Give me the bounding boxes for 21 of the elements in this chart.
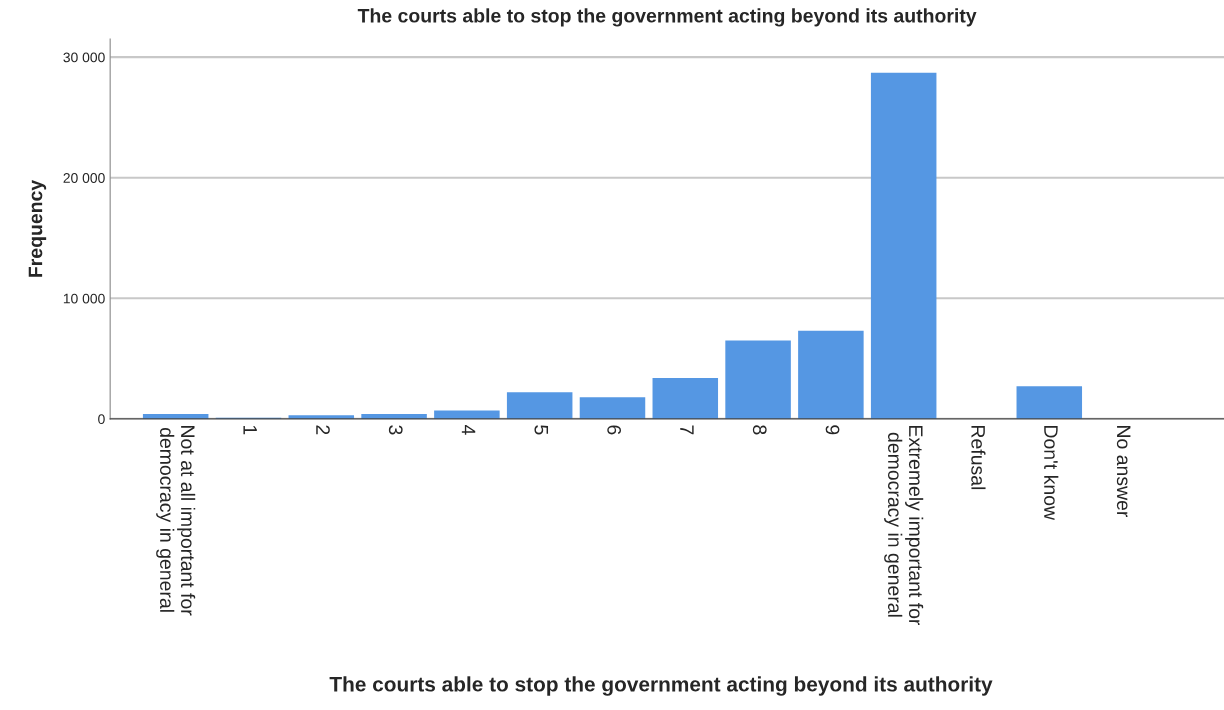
x-tick-label: 4: [461, 424, 476, 435]
x-tick-label: 1: [243, 425, 257, 435]
x-tick-label: Not at all important for democracy in general: [156, 426, 196, 616]
x-tick-label: Extremely important for democracy in general: [884, 426, 924, 626]
x-tick-label: 9: [825, 425, 840, 435]
x-tick-label: 8: [752, 425, 767, 435]
x-tick-label: 3: [388, 425, 403, 435]
x-tick-label: 6: [607, 425, 622, 435]
x-tick-label: 5: [534, 425, 549, 435]
y-tick-label: 0: [98, 414, 105, 425]
x-axis-title: The courts able to stop the government acting beyond its authority: [329, 676, 993, 696]
chart-title: The courts able to stop the government acting beyond its authority: [357, 8, 977, 27]
x-tick-label: 2: [316, 425, 330, 435]
x-tick-label: Don't know: [1044, 426, 1059, 521]
y-axis-title: Frequency: [28, 179, 47, 277]
y-tick-label: 30 000: [63, 52, 105, 63]
y-tick-label: 10 000: [63, 293, 105, 304]
x-tick-label: Refusal: [971, 426, 986, 490]
x-tick-label: 7: [680, 425, 694, 435]
x-tick-label: No answer: [1116, 426, 1131, 518]
y-tick-label: 20 000: [63, 173, 105, 183]
